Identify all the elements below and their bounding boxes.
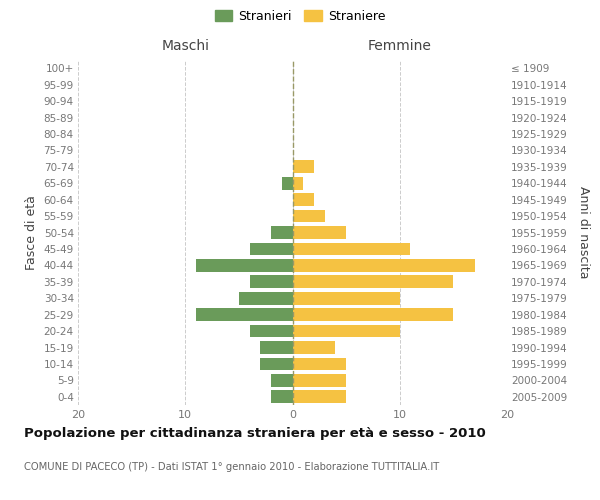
Text: Popolazione per cittadinanza straniera per età e sesso - 2010: Popolazione per cittadinanza straniera p… bbox=[24, 428, 486, 440]
Text: COMUNE DI PACECO (TP) - Dati ISTAT 1° gennaio 2010 - Elaborazione TUTTITALIA.IT: COMUNE DI PACECO (TP) - Dati ISTAT 1° ge… bbox=[24, 462, 439, 472]
Bar bbox=[260, 341, 293, 354]
Bar bbox=[239, 292, 293, 304]
Bar bbox=[196, 259, 293, 272]
Bar bbox=[293, 259, 475, 272]
Bar bbox=[293, 160, 314, 173]
Bar bbox=[250, 276, 293, 288]
Bar bbox=[293, 193, 314, 206]
Bar bbox=[293, 390, 346, 403]
Bar bbox=[293, 242, 410, 256]
Bar bbox=[293, 276, 454, 288]
Bar bbox=[293, 292, 400, 304]
Bar bbox=[293, 358, 346, 370]
Text: Femmine: Femmine bbox=[368, 39, 431, 53]
Y-axis label: Anni di nascita: Anni di nascita bbox=[577, 186, 590, 279]
Bar bbox=[293, 177, 303, 190]
Bar bbox=[271, 226, 293, 239]
Text: Maschi: Maschi bbox=[161, 39, 209, 53]
Bar bbox=[271, 374, 293, 387]
Bar bbox=[293, 341, 335, 354]
Bar bbox=[293, 308, 454, 321]
Legend: Stranieri, Straniere: Stranieri, Straniere bbox=[211, 6, 389, 26]
Bar bbox=[271, 390, 293, 403]
Bar bbox=[293, 374, 346, 387]
Bar bbox=[293, 226, 346, 239]
Y-axis label: Fasce di età: Fasce di età bbox=[25, 195, 38, 270]
Bar bbox=[250, 242, 293, 256]
Bar bbox=[282, 177, 293, 190]
Bar bbox=[196, 308, 293, 321]
Bar bbox=[293, 324, 400, 338]
Bar bbox=[293, 210, 325, 222]
Bar bbox=[250, 324, 293, 338]
Bar bbox=[260, 358, 293, 370]
